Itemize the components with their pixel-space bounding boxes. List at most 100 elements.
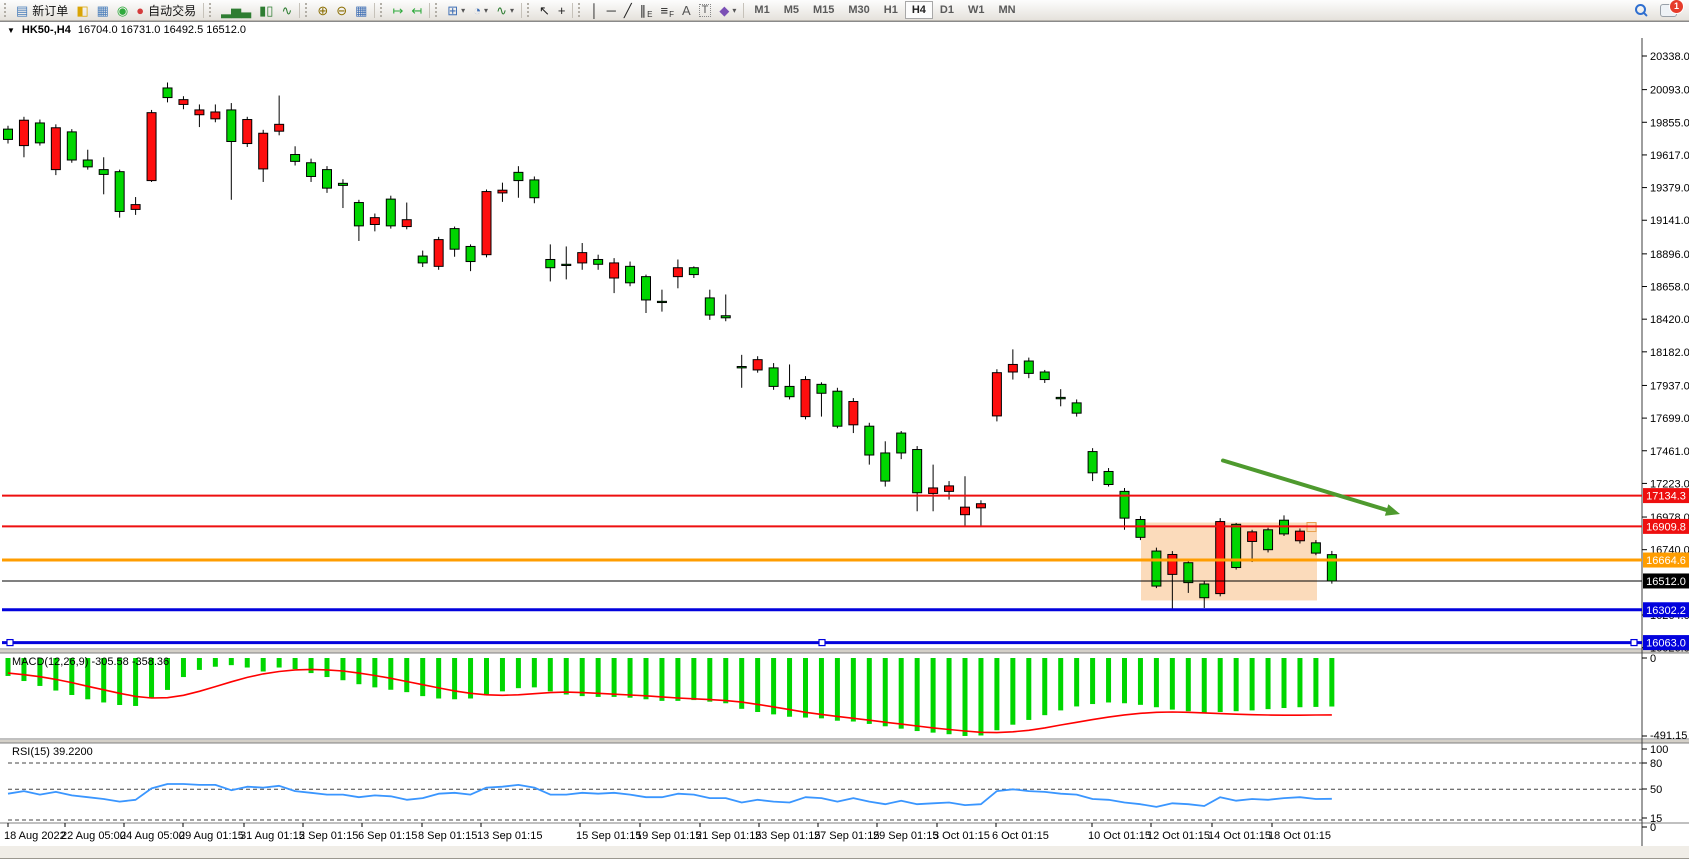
candle [3, 125, 13, 144]
line-chart-button[interactable]: ∿ [277, 1, 296, 19]
timeframe-m30[interactable]: M30 [848, 4, 870, 16]
eraser-button[interactable]: ◧ [72, 1, 92, 19]
candle-body-bull [242, 119, 253, 145]
text-icon: A [681, 2, 691, 18]
macd-histogram-bar [404, 658, 410, 693]
chart-window-button[interactable]: ▦ [93, 1, 113, 19]
candle-body-bear [1103, 470, 1114, 486]
chart-canvas[interactable]: 20338.0 20093.0 19855.0 19617.0 19379.0 19141… [0, 38, 1689, 858]
candle [385, 195, 396, 229]
chart-menu-icon[interactable]: ▼ [7, 25, 15, 35]
macd-histogram-bar [994, 658, 1000, 731]
crosshair-button[interactable]: + [554, 1, 570, 19]
candle-body-bull [800, 379, 811, 418]
vertical-line-button[interactable]: │ [586, 1, 602, 19]
candle-body-bear [1310, 542, 1321, 554]
chart-title-bar[interactable]: ▼ HK50-,H4 16704.0 16731.0 16492.5 16512… [0, 21, 1689, 38]
chart-shift-button[interactable]: ↤ [407, 1, 426, 19]
candle [1007, 349, 1018, 380]
timeframe-d1[interactable]: D1 [939, 4, 954, 16]
periods-button[interactable]: ◔ ▾ [469, 1, 492, 19]
line-selection-handle[interactable] [6, 638, 14, 647]
candle-body-bear [1199, 583, 1210, 599]
main-toolbar: ▤ 新订单 ◧ ▦ ◉ ● 自动交易 ▂▅▃ ▮▯ ∿ ⊕ ⊖ ▦ ↦ ↤ ⊞ ▾ ◔ ▾ ∿ ▾ ↖ + │ ─ ╱ ∥ E ≡ F A T… [0, 0, 1689, 21]
candle [34, 119, 45, 146]
signal-button[interactable]: ◉ [113, 1, 132, 19]
candle [401, 202, 412, 230]
new-order-button[interactable]: ▤ 新订单 [12, 1, 72, 19]
zoom-out-button[interactable]: ⊖ [332, 1, 351, 19]
toolbar-grip [380, 3, 384, 17]
trendline-button[interactable]: ╱ [620, 1, 636, 19]
candle [306, 158, 317, 182]
candle [82, 149, 93, 170]
candle [609, 258, 620, 294]
indicators-button[interactable]: ∿ ▾ [492, 1, 518, 19]
candle [928, 464, 939, 512]
candle [1310, 540, 1321, 556]
search-icon[interactable] [1635, 3, 1648, 17]
candle [641, 274, 651, 313]
timeframe-mn[interactable]: MN [998, 4, 1016, 16]
macd-histogram-bar [1297, 658, 1303, 708]
zoom-in-button[interactable]: ⊕ [313, 1, 332, 19]
macd-histogram-bar [228, 658, 234, 666]
candle [593, 254, 604, 270]
timeframe-h1[interactable]: H1 [883, 4, 898, 16]
fibonacci-button[interactable]: ≡ F [657, 1, 678, 20]
candle-body-bear [3, 128, 13, 140]
trend-arrow-head [1384, 504, 1400, 516]
line-selection-handle[interactable] [818, 638, 826, 647]
bar-chart-button[interactable]: ▂▅▃ [217, 1, 255, 19]
new-chart-button[interactable]: ⊞ ▾ [443, 1, 469, 19]
autotrading-button[interactable]: ● 自动交易 [132, 1, 200, 19]
time-axis-label: 6 Oct 01:15 [992, 830, 1049, 842]
status-strip [0, 846, 1689, 858]
candle-body-bull [975, 503, 986, 509]
candle [337, 179, 348, 209]
time-axis-label: 8 Sep 01:15 [418, 830, 477, 842]
candlestick-chart-button[interactable]: ▮▯ [255, 1, 277, 19]
panel-splitter[interactable] [0, 740, 1689, 743]
candle-body-bear [768, 367, 779, 387]
timeframe-m1[interactable]: M1 [754, 4, 770, 16]
timeframe-m5[interactable]: M5 [783, 4, 799, 16]
macd-histogram-bar [484, 658, 489, 696]
macd-histogram-bar [180, 658, 186, 678]
macd-histogram-bar [1153, 658, 1159, 708]
equidistant-channel-button[interactable]: ∥ E [636, 1, 657, 20]
candle-body-bear [896, 432, 907, 454]
notifications-icon[interactable]: 1 [1660, 0, 1684, 17]
macd-histogram-bar [356, 658, 362, 685]
macd-histogram-bar [723, 658, 729, 704]
toolbar-right: 1 [1635, 0, 1687, 17]
main-chart-panel[interactable] [0, 38, 1689, 650]
timeframe-m15[interactable]: M15 [812, 4, 835, 16]
panel-splitter[interactable] [0, 650, 1689, 653]
trend-arrow[interactable] [1221, 458, 1395, 514]
macd-panel[interactable] [0, 653, 1689, 740]
macd-histogram-bar [1329, 658, 1335, 707]
candle-body-bull [481, 191, 492, 256]
candle [561, 246, 572, 280]
arrows-button[interactable]: ◆ ▾ [715, 1, 740, 19]
auto-scroll-button[interactable]: ↦ [388, 1, 407, 19]
text-button[interactable]: A [678, 1, 695, 19]
rsi-panel[interactable] [0, 743, 1689, 823]
horizontal-line-button[interactable]: ─ [603, 1, 620, 19]
candle [545, 244, 556, 282]
cursor-button[interactable]: ↖ [535, 1, 554, 19]
tile-windows-button[interactable]: ▦ [351, 1, 371, 19]
candle-body-bull [960, 506, 970, 516]
candle-body-bull [577, 252, 588, 264]
timeframe-w1[interactable]: W1 [967, 4, 985, 16]
candle [98, 157, 109, 195]
candle [656, 289, 667, 312]
candle [1151, 547, 1162, 589]
timeframe-h4[interactable]: H4 [904, 1, 933, 19]
line-selection-handle[interactable] [1630, 638, 1638, 647]
candle-body-bear [720, 315, 731, 319]
toolbar-separator [203, 2, 205, 18]
text-label-button[interactable]: T [695, 1, 716, 19]
cursor-icon: ↖ [538, 2, 550, 18]
